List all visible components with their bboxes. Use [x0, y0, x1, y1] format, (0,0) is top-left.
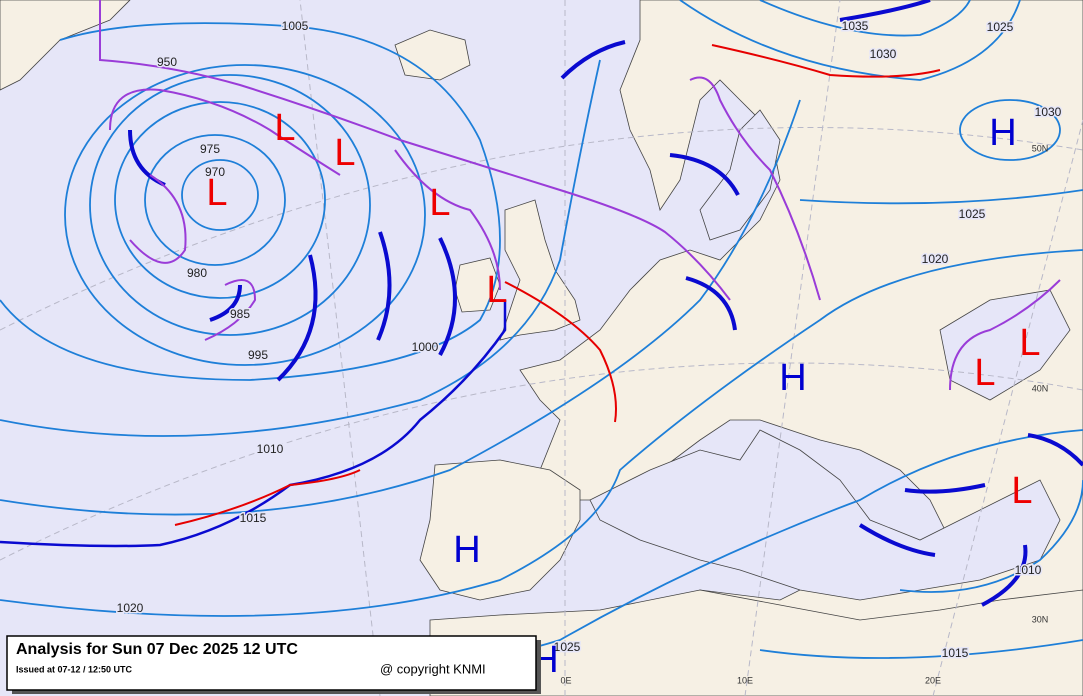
- isobar-label: 1000: [412, 340, 439, 354]
- isobar: [181, 159, 259, 231]
- cold-front: [1027, 433, 1083, 467]
- pressure-center: L: [429, 182, 450, 224]
- occluded-front: [109, 88, 341, 176]
- pressure-center: L: [1019, 322, 1040, 364]
- occluded-front: [689, 76, 821, 301]
- grid-label: 30N: [1032, 614, 1049, 624]
- pressure-center: L: [206, 172, 227, 214]
- copyright: @ copyright KNMI: [380, 661, 486, 676]
- africa: [429, 589, 1083, 696]
- iberia: [419, 459, 581, 601]
- mediterranean: [589, 429, 1061, 601]
- occluded-front: [129, 174, 187, 264]
- grid-label: 0E: [560, 675, 571, 685]
- isobar: [0, 59, 601, 437]
- isobar: [89, 74, 371, 336]
- isobar: [144, 134, 286, 266]
- isobar-label: 1020: [922, 252, 949, 266]
- isobar: [114, 101, 326, 299]
- isobar-label: 1025: [554, 640, 581, 654]
- cold-front: [438, 237, 457, 356]
- cold-front: [858, 523, 936, 557]
- warm-front: [711, 44, 941, 78]
- parallel: [0, 362, 1083, 561]
- isobar-label: 1010: [257, 442, 284, 456]
- box: [6, 635, 537, 691]
- isobar-label: 1025: [959, 207, 986, 221]
- pressure-center: H: [453, 529, 480, 571]
- title: Analysis for Sun 07 Dec 2025 12 UTC: [16, 641, 298, 658]
- isobar-label: 1025: [987, 20, 1014, 34]
- great-britain: [499, 199, 581, 341]
- cold-front: [276, 254, 318, 382]
- meridian: [299, 0, 381, 696]
- baltic: [699, 109, 781, 241]
- cold-front: [376, 231, 392, 341]
- pressure-center: L: [974, 352, 995, 394]
- isobar-label: 1035: [842, 19, 869, 33]
- cold-front: [904, 483, 986, 494]
- issued: Issued at 07-12 / 12:50 UTC: [16, 664, 133, 674]
- isobar-label: 1010: [1015, 563, 1042, 577]
- occluded-front: [204, 279, 257, 341]
- parallel: [0, 127, 1083, 331]
- isobar-label: 1015: [240, 511, 267, 525]
- isobar: [0, 99, 801, 516]
- isobar-label: 985: [230, 307, 250, 321]
- title-box: Analysis for Sun 07 Dec 2025 12 UTC Issu…: [6, 635, 541, 694]
- fronts: [0, 0, 1083, 607]
- isobar: [959, 99, 1061, 161]
- isobar-label: 1020: [117, 601, 144, 615]
- isobar: [0, 22, 501, 381]
- isobar-label: 980: [187, 266, 207, 280]
- occluded-front: [949, 279, 1061, 391]
- pressure-center: L: [274, 107, 295, 149]
- occluded-front: [394, 149, 501, 291]
- black-sea: [939, 289, 1071, 401]
- warm-front: [504, 281, 617, 423]
- isobar-label: 1030: [870, 47, 897, 61]
- isobar: [64, 64, 426, 366]
- pressure-center: L: [334, 132, 355, 174]
- labels: 1005 950 975 970 980 985 995 1000 1010 1015 1020 10…: [115, 18, 1063, 686]
- warm-front: [174, 469, 361, 526]
- pressure-center: L: [1011, 470, 1032, 512]
- isobar: [899, 479, 1083, 593]
- pressure-center: L: [486, 269, 507, 311]
- isobar: [759, 639, 1083, 659]
- isobar: [0, 249, 1083, 617]
- grid-label: 20E: [925, 675, 941, 685]
- cold-front: [685, 276, 737, 331]
- isobar-label: 975: [200, 142, 220, 156]
- occluded-front: [99, 0, 731, 301]
- pressure-center: H: [779, 357, 806, 399]
- grid-label: 10E: [737, 675, 753, 685]
- cold-front: [209, 284, 242, 322]
- grid-label: 50N: [1032, 143, 1049, 153]
- isobar-label: 950: [157, 55, 177, 69]
- isobar-label: 1030: [1035, 105, 1062, 119]
- grid-label: 40N: [1032, 383, 1049, 393]
- meridian: [744, 0, 841, 696]
- cold-front: [981, 544, 1028, 607]
- cold-front: [560, 40, 626, 80]
- isobar-label: 970: [205, 165, 225, 179]
- isobar-label: 1015: [942, 646, 969, 660]
- cold-front: [839, 0, 931, 22]
- isobar: [759, 0, 971, 37]
- isobar: [679, 0, 1021, 81]
- isobar-label: 1005: [282, 19, 309, 33]
- isobar: [799, 189, 1083, 205]
- isobar-label: 995: [248, 348, 268, 362]
- cold-front: [669, 153, 740, 196]
- iceland: [394, 29, 471, 81]
- pressure-center: H: [989, 112, 1016, 154]
